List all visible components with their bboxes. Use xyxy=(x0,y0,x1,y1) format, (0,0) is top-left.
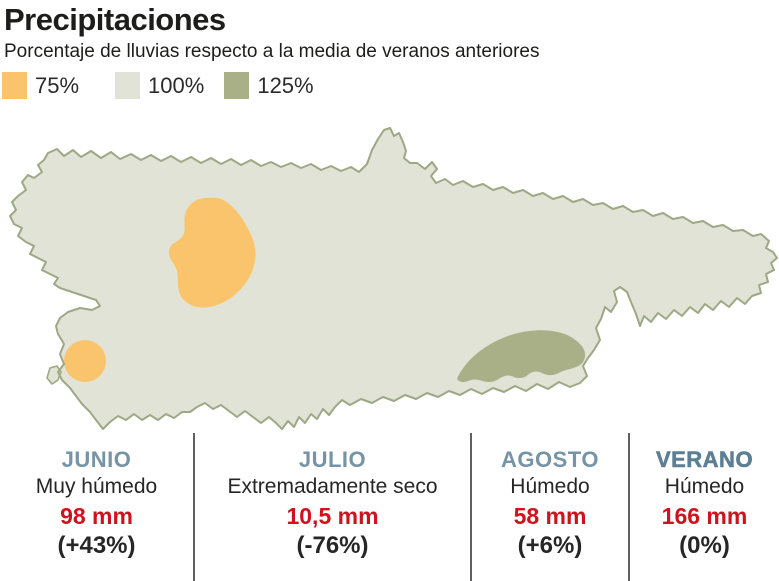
legend-swatch-125-icon xyxy=(224,72,250,99)
legend: 75% 100% 125% xyxy=(2,72,314,99)
stat-change: (+6%) xyxy=(517,532,583,559)
stat-change: (-76%) xyxy=(296,532,369,559)
header: Precipitaciones Porcentaje de lluvias re… xyxy=(4,3,539,63)
stat-amount: 166 mm xyxy=(661,503,748,529)
stat-description: Húmedo xyxy=(510,475,590,498)
low-precip-area-southwest xyxy=(64,340,106,382)
legend-item-75: 75% xyxy=(2,72,79,99)
stat-change: (0%) xyxy=(679,532,730,559)
stat-description: Muy húmedo xyxy=(35,475,158,498)
stat-period: AGOSTO xyxy=(501,447,599,472)
page-title: Precipitaciones xyxy=(4,2,226,37)
stat-description: Extremadamente seco xyxy=(227,475,438,498)
stat-period: JULIO xyxy=(298,447,367,472)
legend-label-75: 75% xyxy=(35,72,80,98)
region-border xyxy=(9,127,778,430)
stat-period: VERANO xyxy=(655,447,754,473)
stat-column-agosto: AGOSTO Húmedo 58 mm (+6%) xyxy=(470,433,628,581)
stat-description: Húmedo xyxy=(664,475,745,498)
stat-column-julio: JULIO Extremadamente seco 10,5 mm (-76%) xyxy=(193,433,470,581)
high-precip-area-southeast xyxy=(457,330,586,383)
legend-label-100: 100% xyxy=(148,72,205,98)
stat-column-junio: JUNIO Muy húmedo 98 mm (+43%) xyxy=(0,433,193,581)
legend-item-100: 100% xyxy=(115,72,204,99)
stat-amount: 58 mm xyxy=(513,503,587,529)
stat-amount: 10,5 mm xyxy=(286,503,379,529)
page-subtitle: Porcentaje de lluvias respecto a la medi… xyxy=(4,41,540,62)
stat-amount: 98 mm xyxy=(60,503,133,529)
region-islet xyxy=(46,365,62,385)
stat-change: (+43%) xyxy=(57,532,136,559)
region-outline xyxy=(10,128,777,429)
legend-label-125: 125% xyxy=(257,72,314,98)
monthly-stats: JUNIO Muy húmedo 98 mm (+43%) JULIO Extr… xyxy=(0,433,779,581)
stat-column-verano: VERANO Húmedo 166 mm (0%) xyxy=(628,433,779,581)
stat-period: JUNIO xyxy=(61,447,132,472)
legend-item-125: 125% xyxy=(224,72,314,99)
legend-swatch-75-icon xyxy=(2,72,27,99)
low-precip-area-central xyxy=(168,197,256,308)
legend-swatch-100-icon xyxy=(115,72,141,99)
